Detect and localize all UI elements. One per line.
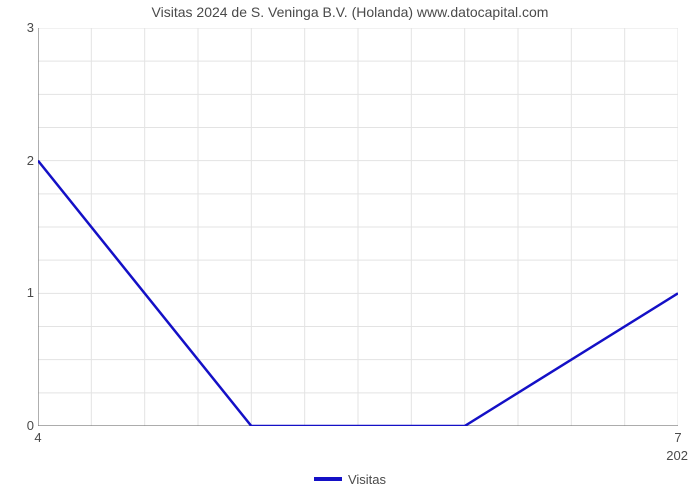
legend-label: Visitas <box>348 472 386 487</box>
y-tick-label: 2 <box>8 153 34 168</box>
x-tick-label: 4 <box>23 430 53 445</box>
legend-item: Visitas <box>314 472 386 487</box>
chart-title: Visitas 2024 de S. Veninga B.V. (Holanda… <box>0 4 700 20</box>
legend: Visitas <box>0 468 700 487</box>
y-tick-label: 3 <box>8 20 34 35</box>
line-chart <box>38 28 678 426</box>
x-tick-label: 7 <box>663 430 693 445</box>
legend-swatch <box>314 477 342 481</box>
footer-right-label: 202 <box>648 448 688 463</box>
y-tick-label: 1 <box>8 285 34 300</box>
chart-container: Visitas 2024 de S. Veninga B.V. (Holanda… <box>0 0 700 500</box>
